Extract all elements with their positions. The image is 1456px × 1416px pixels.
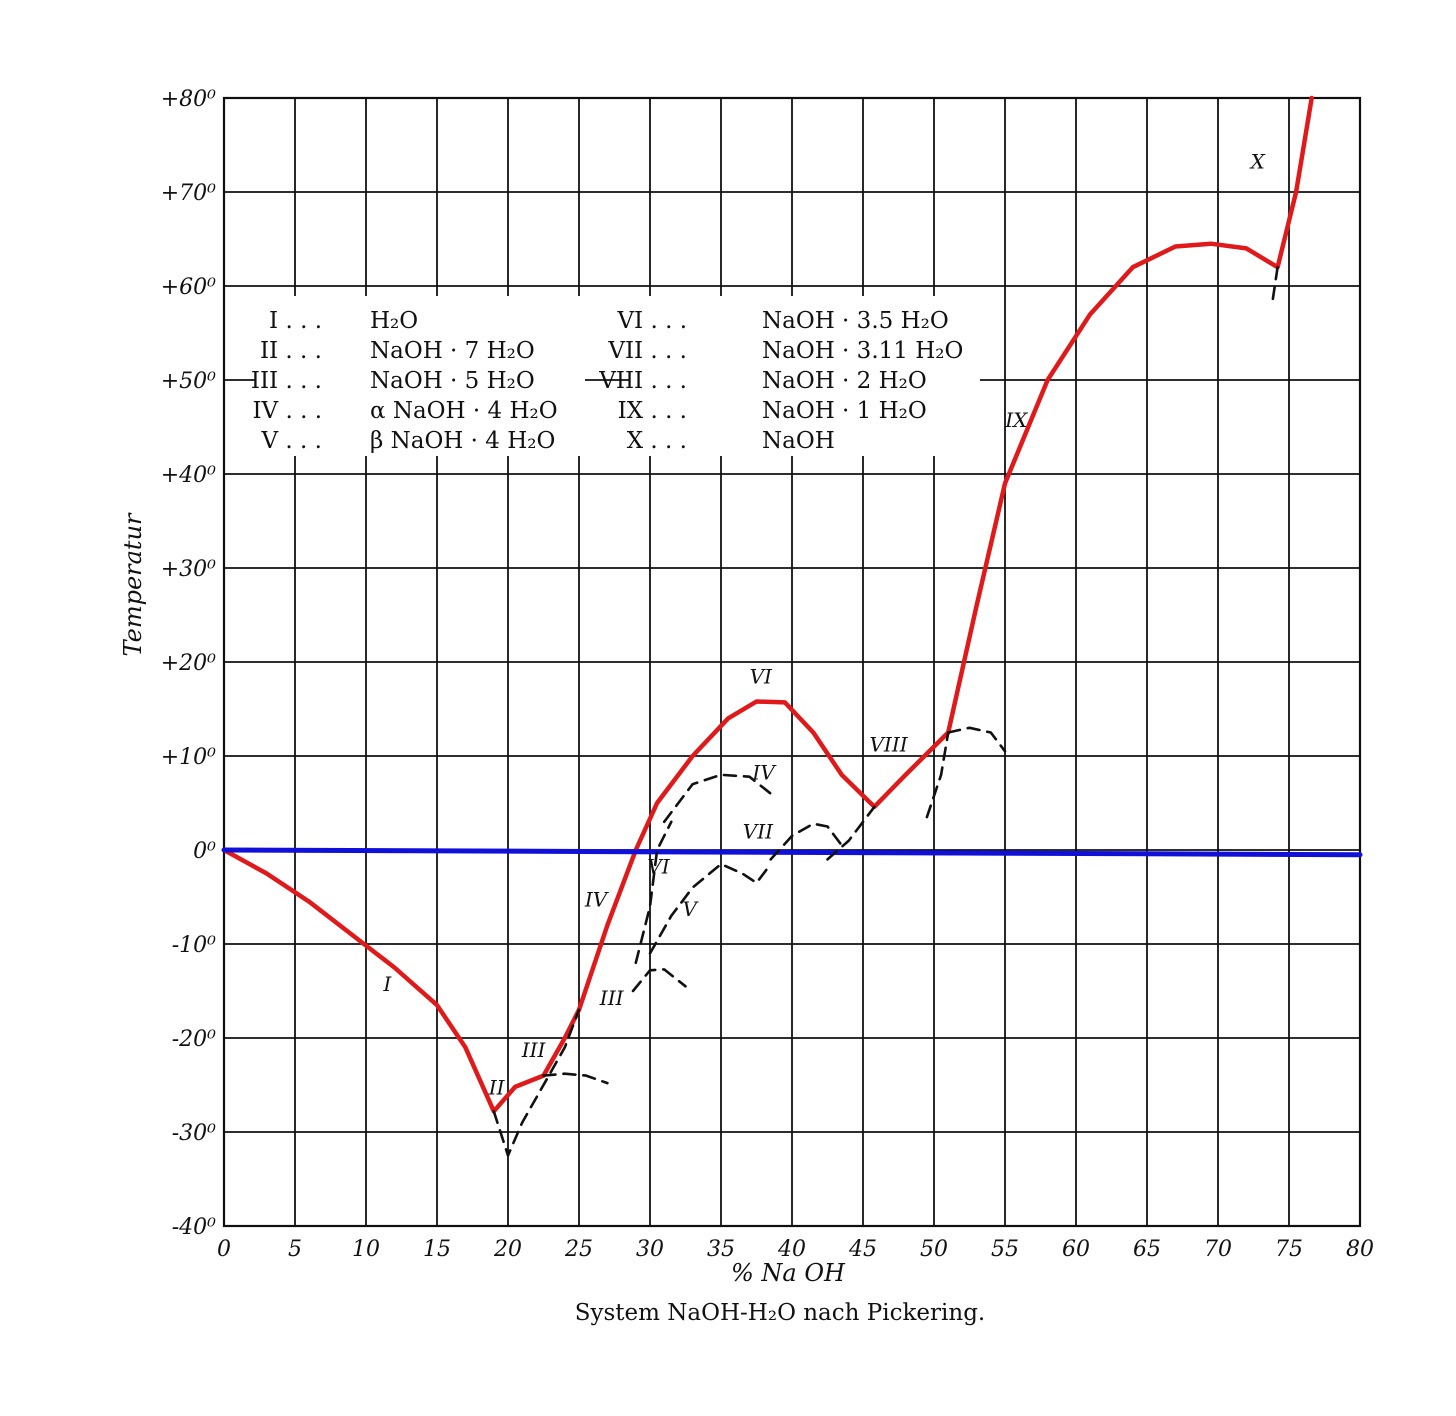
series-layer: [221, 95, 1363, 1157]
x-tick-label: 60: [1062, 1237, 1090, 1262]
legend-formula: NaOH · 3.5 H₂O: [762, 308, 949, 334]
x-tick-label: 80: [1346, 1237, 1374, 1262]
series-metastable-ii-branch: [492, 1008, 581, 1157]
legend-formula: NaOH · 7 H₂O: [370, 338, 535, 364]
legend-formula: β NaOH · 4 H₂O: [370, 428, 555, 454]
legend-formula: NaOH: [762, 428, 835, 454]
x-tick-label: 35: [707, 1237, 735, 1262]
y-tick-label: +10⁰: [161, 745, 216, 770]
series-zero-line: [221, 847, 1363, 858]
curve-label: VII: [743, 820, 774, 844]
y-tick-label: -20⁰: [172, 1027, 216, 1052]
series-metastable-ix: [946, 726, 1007, 753]
x-tick-label: 5: [288, 1237, 302, 1262]
x-tick-label: 75: [1275, 1237, 1303, 1262]
y-tick-label: +70⁰: [161, 181, 216, 206]
x-axis-label: % Na OH: [731, 1259, 846, 1287]
series-metastable-v-vi: [648, 862, 773, 955]
legend-formula: H₂O: [370, 308, 418, 334]
tick-labels: 0 5 10 15 20 25 30 35 40 45 50 55 60 65 70 75 80 -40⁰ -30⁰…: [161, 87, 1374, 1262]
curve-label: II: [488, 1075, 506, 1099]
y-tick-label: -30⁰: [172, 1121, 216, 1146]
chart-title: System NaOH-H₂O nach Pickering.: [575, 1300, 986, 1326]
y-tick-label: +20⁰: [161, 651, 216, 676]
legend-background: [630, 296, 980, 456]
legend-formula: NaOH · 1 H₂O: [762, 398, 927, 424]
x-tick-label: 65: [1133, 1237, 1161, 1262]
legend-number: I . . .: [269, 308, 322, 334]
legend-background: [255, 296, 585, 456]
legend-number: X . . .: [627, 428, 687, 454]
x-tick-label: 25: [564, 1237, 593, 1262]
series-metastable-vi-branch: [634, 820, 673, 965]
y-tick-label: +50⁰: [161, 369, 216, 394]
series-metastable-viii: [826, 805, 876, 861]
x-tick-label: 55: [991, 1237, 1019, 1262]
legend-number: VIII . . .: [598, 368, 687, 394]
legend-formula: α NaOH · 4 H₂O: [370, 398, 558, 424]
x-tick-label: 10: [352, 1237, 380, 1262]
curve-label: IX: [1004, 408, 1028, 432]
series-metastable-viii-branch: [925, 731, 950, 819]
x-tick-label: 30: [636, 1237, 664, 1262]
curve-label: III: [521, 1038, 547, 1062]
y-tick-label: +60⁰: [161, 275, 216, 300]
curve-label: VI: [750, 665, 773, 689]
legend-number: II . . .: [260, 338, 322, 364]
legend-number: V . . .: [261, 428, 322, 454]
x-tick-label: 45: [848, 1237, 877, 1262]
y-tick-label: +80⁰: [161, 87, 216, 112]
legend-number: III . . .: [251, 368, 322, 394]
curve-label: X: [1249, 150, 1266, 174]
legend-formula: NaOH · 3.11 H₂O: [762, 338, 963, 364]
x-tick-label: 0: [217, 1237, 231, 1262]
curve-label: IV: [751, 761, 777, 785]
legend-number: IX . . .: [618, 398, 687, 424]
legend-formula: NaOH · 5 H₂O: [370, 368, 535, 394]
legend: I . . . H₂O II . . . NaOH · 7 H₂O III . . . N…: [251, 296, 980, 456]
y-tick-label: 0⁰: [193, 839, 216, 864]
curve-label: VIII: [869, 732, 908, 756]
legend-number: IV . . .: [252, 398, 322, 424]
curve-label: V: [683, 897, 700, 921]
curve-label: I: [382, 972, 392, 996]
series-metastable-iii: [542, 1072, 609, 1085]
legend-formula: NaOH · 2 H₂O: [762, 368, 927, 394]
x-tick-label: 40: [777, 1237, 806, 1262]
curve-label: VI: [647, 855, 670, 879]
y-axis-label: Temperatur: [119, 512, 147, 657]
y-tick-label: +30⁰: [161, 557, 216, 582]
x-tick-label: 70: [1204, 1237, 1232, 1262]
series-metastable-iv: [662, 773, 773, 824]
x-tick-label: 15: [423, 1237, 451, 1262]
series-liquidus-stable: [221, 95, 1314, 1114]
y-tick-label: +40⁰: [161, 463, 216, 488]
y-tick-label: -10⁰: [172, 933, 216, 958]
x-tick-label: 50: [920, 1237, 948, 1262]
legend-number: VI . . .: [616, 308, 687, 334]
curve-label: IV: [584, 887, 610, 911]
x-tick-label: 20: [493, 1237, 522, 1262]
legend-number: VII . . .: [607, 338, 687, 364]
curve-label: III: [599, 986, 625, 1010]
y-tick-label: -40⁰: [172, 1215, 216, 1240]
series-metastable-vii: [769, 822, 844, 861]
series-metastable-x-branch: [1270, 265, 1279, 307]
